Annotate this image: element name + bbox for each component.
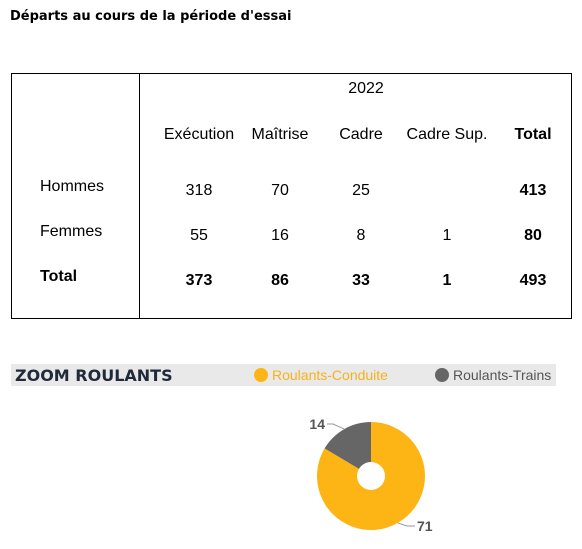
col-header-cadre-sup: Cadre Sup. (406, 126, 488, 143)
cell-femmes-total: 80 (524, 227, 542, 244)
zoom-header-bar: ZOOM ROULANTS Roulants-Conduite Roulants… (11, 364, 556, 386)
page-heading: Départs au cours de la période d'essai (10, 9, 292, 24)
cell-femmes-cadre-sup: 1 (442, 227, 452, 244)
cell-hommes-maitrise: 70 (271, 182, 289, 199)
zoom-title: ZOOM ROULANTS (15, 366, 173, 385)
cell-femmes-maitrise: 16 (271, 227, 289, 244)
cell-hommes-cadre: 25 (352, 182, 370, 199)
legend-dot-trains (435, 368, 449, 382)
row-label-femmes: Femmes (40, 223, 103, 240)
leader-line (397, 522, 415, 527)
slice-label-conduite: 71 (417, 518, 433, 534)
slice-trains (324, 422, 371, 469)
cell-total-execution: 373 (185, 272, 213, 289)
cell-total-cadre-sup: 1 (442, 272, 452, 289)
cell-hommes-total: 413 (519, 182, 547, 199)
col-header-cadre: Cadre (339, 126, 383, 143)
cell-femmes-execution: 55 (190, 227, 208, 244)
departures-table: 2022 Exécution Maîtrise Cadre Cadre Sup.… (11, 73, 572, 319)
legend-item-trains: Roulants-Trains (435, 367, 551, 383)
cell-total-maitrise: 86 (271, 272, 289, 289)
col-header-execution: Exécution (163, 126, 235, 143)
col-header-maitrise: Maîtrise (251, 126, 309, 143)
legend-label-trains: Roulants-Trains (453, 367, 552, 383)
cell-hommes-execution: 318 (185, 182, 213, 199)
column-divider (139, 74, 140, 318)
cell-femmes-cadre: 8 (356, 227, 366, 244)
year-header: 2022 (348, 80, 384, 97)
leader-line (327, 423, 345, 430)
col-header-total: Total (514, 126, 552, 143)
legend-label-conduite: Roulants-Conduite (272, 367, 388, 383)
cell-total-total: 493 (519, 272, 547, 289)
slice-label-trains: 14 (309, 416, 325, 432)
row-label-hommes: Hommes (40, 178, 105, 195)
legend-dot-conduite (254, 368, 268, 382)
cell-total-cadre: 33 (352, 272, 370, 289)
slice-conduite (316, 422, 425, 530)
legend-item-conduite: Roulants-Conduite (254, 367, 388, 383)
row-label-total: Total (40, 268, 78, 285)
